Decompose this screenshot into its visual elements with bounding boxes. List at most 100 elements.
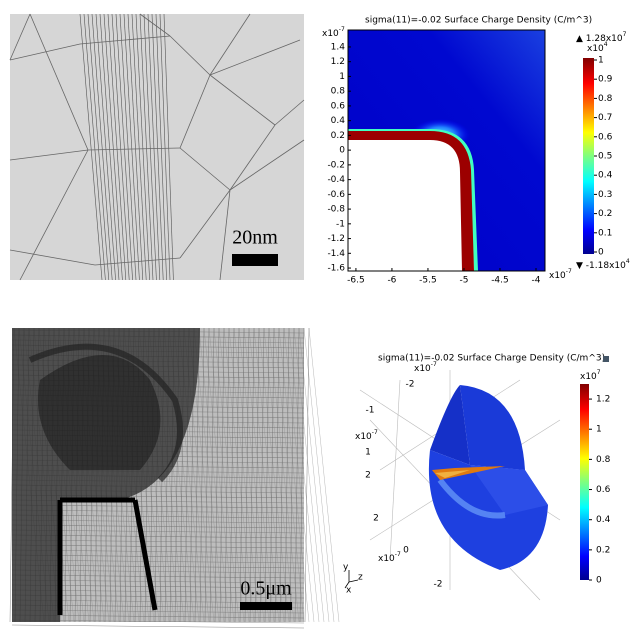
mesh-edge: [234, 327, 240, 623]
mesh-edge: [283, 327, 315, 623]
mesh-edge: [199, 327, 205, 623]
x-tick-label: -4.5: [491, 276, 509, 286]
mesh-edge: [289, 327, 295, 623]
base: x10: [549, 271, 566, 281]
mesh-edge: [169, 35, 211, 76]
scale-label: 0.5μm: [240, 578, 292, 600]
mesh-edge: [288, 327, 320, 623]
colorbar-tick-label: 0.9: [598, 75, 613, 85]
multiplier: x104: [587, 41, 608, 54]
mesh-edge: [139, 13, 154, 281]
mesh-edge: [19, 149, 89, 281]
mesh-image: [9, 327, 340, 629]
colorbar-tick-label: 0.2: [598, 209, 612, 219]
colorbar-tick-label: 0.7: [598, 113, 612, 123]
mesh-edge: [223, 327, 255, 623]
3d-plot: [359, 370, 561, 601]
triad-label: y: [343, 563, 349, 573]
mesh-edge: [9, 43, 81, 61]
mesh-edge: [131, 13, 147, 281]
multiplier: x10-7: [322, 26, 345, 39]
axis-tick-label: -2: [406, 380, 415, 390]
mesh-edge: [179, 147, 231, 191]
axis-tick-label: 1: [365, 448, 371, 458]
dark-region: [38, 355, 161, 470]
base: x10: [414, 364, 431, 374]
mesh-edge: [249, 327, 255, 623]
x-tick-label: -4: [532, 276, 541, 286]
mesh-edge: [194, 327, 200, 623]
axis-tick-label: -2: [434, 580, 443, 590]
mesh-edge: [263, 327, 295, 623]
multiplier: ▲ 1.28x107: [576, 31, 627, 44]
plot-title: sigma(11)=-0.02 Surface Charge Density (…: [378, 354, 605, 364]
colorbar-tick-label: 1: [596, 425, 602, 435]
mesh-edge: [87, 147, 181, 151]
base: ▼ -1.18x10: [576, 261, 626, 271]
triad: [344, 570, 359, 589]
mesh-edge: [123, 13, 140, 281]
y-tick-label: 0: [339, 146, 345, 156]
triad-label: z: [358, 573, 363, 583]
mesh-edge: [9, 149, 89, 161]
mesh-edge: [135, 13, 150, 281]
y-tick-label: 0.4: [331, 116, 346, 126]
y-tick-label: 1: [339, 72, 345, 82]
multiplier: x10-7: [378, 551, 401, 564]
colorbar-tick-label: 0: [598, 248, 604, 258]
mesh-edge: [224, 327, 230, 623]
mesh-edge: [204, 327, 210, 623]
mesh-edge: [115, 13, 133, 281]
mesh-edge: [111, 13, 130, 281]
colorbar-tick-label: 0.4: [598, 171, 613, 181]
mesh-edge: [11, 619, 305, 624]
mesh-edge: [299, 327, 305, 623]
x-tick-label: -6: [387, 276, 396, 286]
y-tick-label: 0.6: [331, 101, 346, 111]
axis-tick-label: 2: [365, 471, 371, 481]
mesh-edge: [278, 327, 310, 623]
exponent: -7: [372, 429, 378, 436]
mesh-edge: [198, 327, 230, 623]
axes: -6.5 -6 -5.5 -5 -4.5 -4 1.4 1.2 1 0.8 0.6 0.4 0.2 0 -0…: [322, 26, 630, 286]
multiplier: x10-7: [355, 429, 378, 442]
mesh-image: [9, 13, 305, 281]
axis-tick-label: -1: [366, 406, 375, 416]
mesh-edge: [203, 327, 235, 623]
mesh-edge: [258, 327, 290, 623]
mesh-edge: [83, 13, 106, 281]
mesh-edge: [11, 624, 305, 629]
exponent: 7: [623, 31, 627, 38]
exponent: -7: [395, 551, 401, 558]
y-tick-label: -1.6: [327, 264, 345, 274]
scale-bar: [232, 254, 278, 266]
mesh-edge: [91, 13, 113, 281]
mesh-edge: [293, 327, 325, 623]
mesh-edge: [151, 13, 164, 281]
y-tick-label: -0.2: [327, 160, 345, 170]
mesh-edge: [87, 13, 110, 281]
mesh-edge: [127, 13, 144, 281]
colorbar-tick-label: 0.5: [598, 152, 612, 162]
axis-tick-label: 2: [373, 514, 379, 524]
axes: -2-11220-2x10-7x10-7x10-7yzx1.210.80.60.…: [343, 361, 611, 596]
mesh-edge: [279, 327, 285, 623]
mesh-edge: [155, 13, 167, 281]
mesh-edge: [179, 189, 231, 259]
multiplier: x10-7: [549, 268, 572, 281]
colorbar-tick-label: 1: [598, 56, 604, 66]
mesh-edge: [159, 13, 171, 281]
base: x10: [580, 372, 597, 382]
mesh-edge: [139, 13, 171, 37]
mesh-edge: [308, 327, 340, 623]
mesh-edge: [209, 74, 276, 126]
mesh-edge: [193, 327, 225, 623]
mesh-edge: [119, 13, 137, 281]
y-tick-label: 0.8: [331, 87, 346, 97]
mesh-edge: [163, 13, 174, 281]
mesh-edge: [259, 327, 265, 623]
mesh-edge: [244, 327, 250, 623]
base: x10: [355, 432, 372, 442]
mesh-edge: [239, 327, 245, 623]
